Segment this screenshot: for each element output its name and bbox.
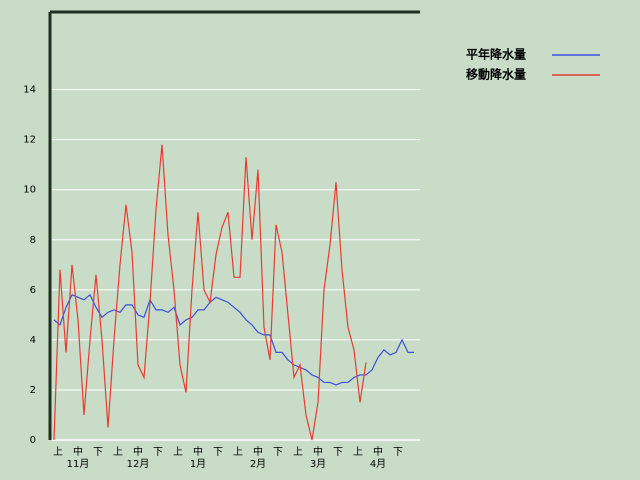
x-tick-label: 上 (353, 446, 363, 458)
x-tick-label: 中 (133, 445, 143, 458)
x-tick-label: 下 (273, 447, 283, 458)
x-tick-label: 上 (113, 446, 123, 458)
x-tick-label: 中 (313, 445, 323, 458)
x-tick-label: 上 (293, 446, 303, 458)
x-group-label: 2月 (250, 458, 266, 470)
x-group-label: 4月 (370, 458, 386, 470)
legend-label: 移動降水量 (466, 67, 526, 82)
x-tick-label: 上 (233, 446, 243, 458)
x-tick-label: 下 (393, 447, 403, 458)
y-tick-label: 0 (30, 435, 36, 446)
x-group-label: 12月 (127, 458, 150, 470)
x-tick-label: 下 (93, 447, 103, 458)
x-tick-label: 上 (53, 446, 63, 458)
x-tick-label: 上 (173, 446, 183, 458)
legend-label: 平年降水量 (466, 47, 526, 62)
series-line (53, 293, 414, 386)
x-tick-label: 下 (333, 447, 343, 458)
y-tick-label: 4 (30, 335, 36, 346)
y-tick-label: 14 (23, 85, 36, 96)
y-tick-label: 10 (23, 185, 36, 196)
x-tick-label: 下 (153, 447, 163, 458)
x-group-label: 3月 (310, 458, 326, 470)
x-tick-label: 下 (213, 447, 223, 458)
y-tick-label: 6 (30, 285, 36, 296)
x-tick-label: 中 (373, 445, 383, 458)
x-group-label: 11月 (67, 458, 90, 470)
x-group-label: 1月 (190, 458, 206, 470)
y-tick-label: 2 (30, 385, 36, 396)
x-tick-label: 中 (73, 445, 83, 458)
series-line (53, 144, 367, 441)
x-tick-label: 中 (253, 445, 263, 458)
y-tick-label: 8 (30, 235, 36, 246)
x-tick-label: 中 (193, 445, 203, 458)
y-tick-label: 12 (23, 135, 36, 146)
